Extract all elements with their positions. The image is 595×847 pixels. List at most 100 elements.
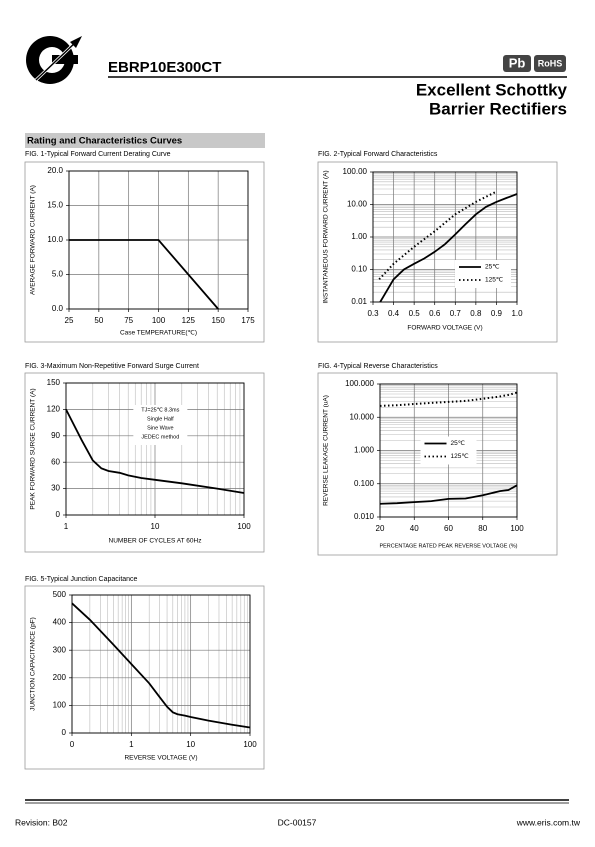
plot-border [71,594,251,734]
chart: 0 1 10 100 0 100 200 300 400 500 REVERSE VOLTAGE (… [24,585,265,770]
x-tick-label: 40 [410,524,419,533]
annotation: Single Half [147,416,174,422]
chart-title: FIG. 5-Typical Junction Capacitance [25,576,138,583]
y-tick-label: 30 [51,484,60,493]
y-tick-label: 0.10 [351,265,367,274]
x-tick-label: 0.7 [450,309,462,318]
section-bar [25,133,265,148]
y-tick-label: 200 [53,673,67,682]
x-tick-label: 125 [182,316,196,325]
legend-box [420,436,477,465]
chart-title: FIG. 4-Typical Reverse Characteristics [318,363,438,370]
x-tick-label: 1 [64,522,69,531]
chart-title: FIG. 2-Typical Forward Characteristics [318,151,438,158]
chart-frame [317,161,558,343]
y-tick-label: 0 [56,510,61,519]
y-tick-label: 1.000 [354,446,375,455]
data-line [379,484,518,505]
title-line: Barrier Rectifiers [429,99,567,118]
y-tick-label: 10.00 [347,200,368,209]
y-tick-label: 120 [47,405,61,414]
legend-label: 25℃ [451,440,466,447]
chart-frame [24,585,265,770]
x-tick-label: 0.3 [367,309,379,318]
x-tick-label: 50 [94,316,103,325]
x-tick-label: 0.5 [409,309,421,318]
x-tick-label: 0.4 [388,309,400,318]
annotation-box [133,405,188,445]
data-line [379,193,518,303]
x-tick-label: 25 [65,316,74,325]
chart-frame [24,372,265,553]
x-tick-label: 100 [243,740,257,749]
y-tick-label: 5.0 [52,270,64,279]
chart: 20 40 60 80 100 0.010 0.100 1.000 10.000 100.000 P… [317,372,558,556]
y-tick-label: 10.0 [47,235,63,244]
x-axis-label: NUMBER OF CYCLES AT 60Hz [109,538,202,545]
badge-rohs: RoHS [538,58,563,68]
y-tick-label: 60 [51,457,60,466]
y-tick-label: 0.100 [354,479,375,488]
x-axis-label: PERCENTAGE RATED PEAK REVERSE VOLTAGE (%… [379,543,517,549]
footer-website: www.eris.com.tw [516,817,581,827]
y-tick-label: 0.0 [52,304,64,313]
data-line [65,408,245,494]
badge-pb-box [503,55,531,72]
y-tick-label: 15.0 [47,201,63,210]
x-tick-label: 75 [124,316,133,325]
x-tick-label: 10 [186,740,195,749]
chart: 1 10 100 0 30 60 90 120 150 NUMBER OF CYCLES AT 6… [24,372,265,553]
x-tick-label: 10 [151,522,160,531]
x-axis-label: FORWARD VOLTAGE (V) [407,325,482,332]
legend-label: 25℃ [485,264,500,271]
data-line [378,190,497,280]
x-tick-label: 60 [444,524,453,533]
y-tick-label: 10.000 [350,412,375,421]
plot-border [372,171,518,303]
y-tick-label: 400 [53,618,67,627]
legend-label: 125℃ [451,453,470,460]
annotation: Sine Wave [147,425,173,431]
y-tick-label: 1.00 [351,232,367,241]
badge-pb: Pb [509,55,526,70]
x-tick-label: 0 [70,740,75,749]
legend-box [455,260,511,288]
x-tick-label: 100 [152,316,166,325]
x-tick-label: 80 [478,524,487,533]
data-line [69,239,219,310]
y-axis-label: INSTANTANEOUS FORWARD CURRENT (A) [323,170,330,303]
y-tick-label: 0.010 [354,512,375,521]
data-line [379,391,518,407]
chart-title: FIG. 3-Maximum Non-Repetitive Forward Su… [25,363,199,370]
x-tick-label: 20 [376,524,385,533]
x-tick-label: 1 [129,740,134,749]
x-tick-label: 0.6 [429,309,441,318]
x-tick-label: 100 [237,522,251,531]
y-tick-label: 150 [47,378,61,387]
y-axis-label: AVERAGE FORWARD CURRENT (A) [30,185,37,295]
chart: 0.3 0.4 0.5 0.6 0.7 0.8 0.9 1.0 0.01 0.10 1.00 10.0… [317,161,558,343]
chart-frame [24,161,265,343]
x-axis-label: Case TEMPERATURE(℃) [120,330,197,337]
footer-doc-code: DC-00157 [278,817,317,827]
section-title: Rating and Characteristics Curves [27,136,182,147]
x-tick-label: 175 [241,316,255,325]
y-tick-label: 100.00 [343,167,368,176]
x-tick-label: 0.8 [470,309,482,318]
y-axis-label: JUNCTION CAPACITANCE (pF) [30,617,37,711]
y-tick-label: 500 [53,590,67,599]
y-axis-label: REVERSE LEAKAGE CURRENT (uA) [323,395,330,506]
x-tick-label: 150 [211,316,225,325]
y-tick-label: 0 [62,728,67,737]
x-tick-label: 100 [510,524,524,533]
plot-border [379,383,518,518]
y-tick-label: 100.000 [345,379,374,388]
logo [26,36,82,84]
legend-label: 125℃ [485,277,504,284]
y-tick-label: 300 [53,645,67,654]
chart-title: FIG. 1-Typical Forward Current Derating … [25,151,171,158]
badge-rohs-box [534,55,566,72]
title-line: Excellent Schottky [416,80,568,99]
